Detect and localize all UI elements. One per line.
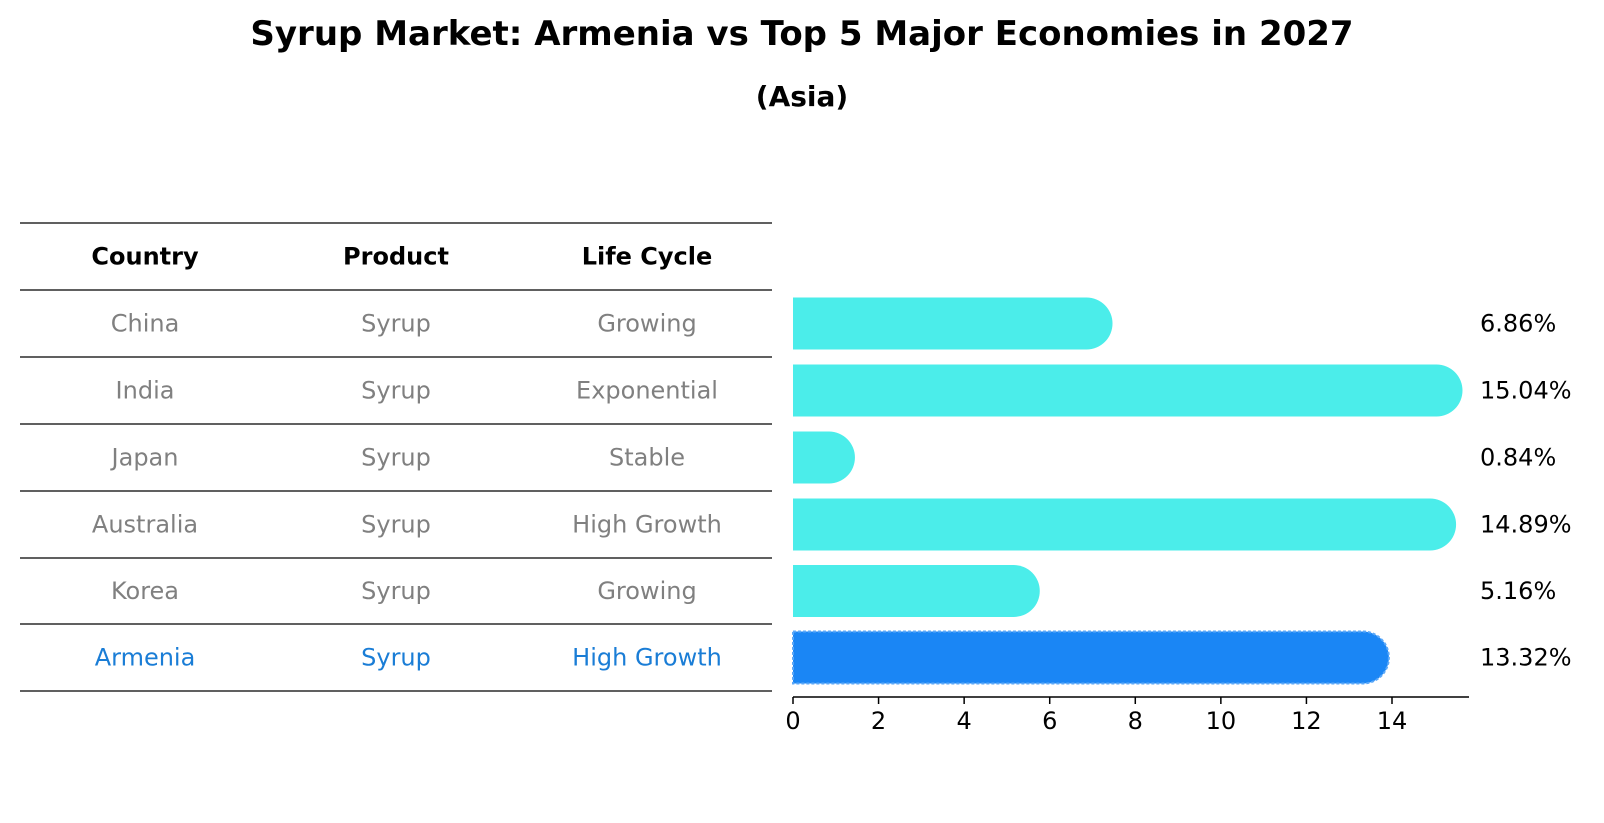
x-tick-label: 14 — [1377, 707, 1408, 735]
bar-value-label: 14.89% — [1480, 511, 1572, 539]
table-cell: Syrup — [361, 377, 431, 405]
table-cell: Syrup — [361, 644, 431, 672]
x-tick-label: 10 — [1206, 707, 1237, 735]
table-header-cell: Country — [91, 243, 199, 271]
table-cell: Armenia — [95, 644, 196, 672]
table-cell: China — [111, 310, 180, 338]
chart-title: Syrup Market: Armenia vs Top 5 Major Eco… — [250, 14, 1354, 54]
table-cell: India — [116, 377, 175, 405]
table-header-cell: Product — [343, 243, 449, 271]
table-cell: Syrup — [361, 577, 431, 605]
table-cell: Japan — [110, 444, 179, 472]
table-cell: Korea — [111, 577, 179, 605]
x-tick-label: 2 — [871, 707, 886, 735]
bar — [793, 364, 1463, 417]
table-cell: Growing — [597, 577, 696, 605]
bar-value-label: 15.04% — [1480, 377, 1572, 405]
bar-value-label: 0.84% — [1480, 444, 1556, 472]
bar-value-label: 6.86% — [1480, 310, 1556, 338]
x-tick-label: 12 — [1291, 707, 1322, 735]
table-cell: Australia — [92, 511, 198, 539]
table-cell: High Growth — [572, 644, 722, 672]
x-tick-label: 4 — [957, 707, 972, 735]
table-cell: Syrup — [361, 511, 431, 539]
bar — [793, 498, 1457, 551]
bar — [793, 565, 1040, 617]
bar-value-label: 13.32% — [1480, 644, 1572, 672]
table-cell: Exponential — [576, 377, 718, 405]
x-tick-label: 0 — [785, 707, 800, 735]
bar-highlight — [792, 630, 1390, 685]
bar — [793, 431, 855, 484]
table-cell: Growing — [597, 310, 696, 338]
x-tick-label: 8 — [1128, 707, 1143, 735]
table-cell: Stable — [609, 444, 685, 472]
table-cell: High Growth — [572, 511, 722, 539]
table-cell: Syrup — [361, 444, 431, 472]
bar — [793, 297, 1113, 350]
table-header-cell: Life Cycle — [582, 243, 713, 271]
table-cell: Syrup — [361, 310, 431, 338]
bar-value-label: 5.16% — [1480, 577, 1556, 605]
chart-subtitle: (Asia) — [755, 80, 849, 113]
x-tick-label: 6 — [1042, 707, 1057, 735]
